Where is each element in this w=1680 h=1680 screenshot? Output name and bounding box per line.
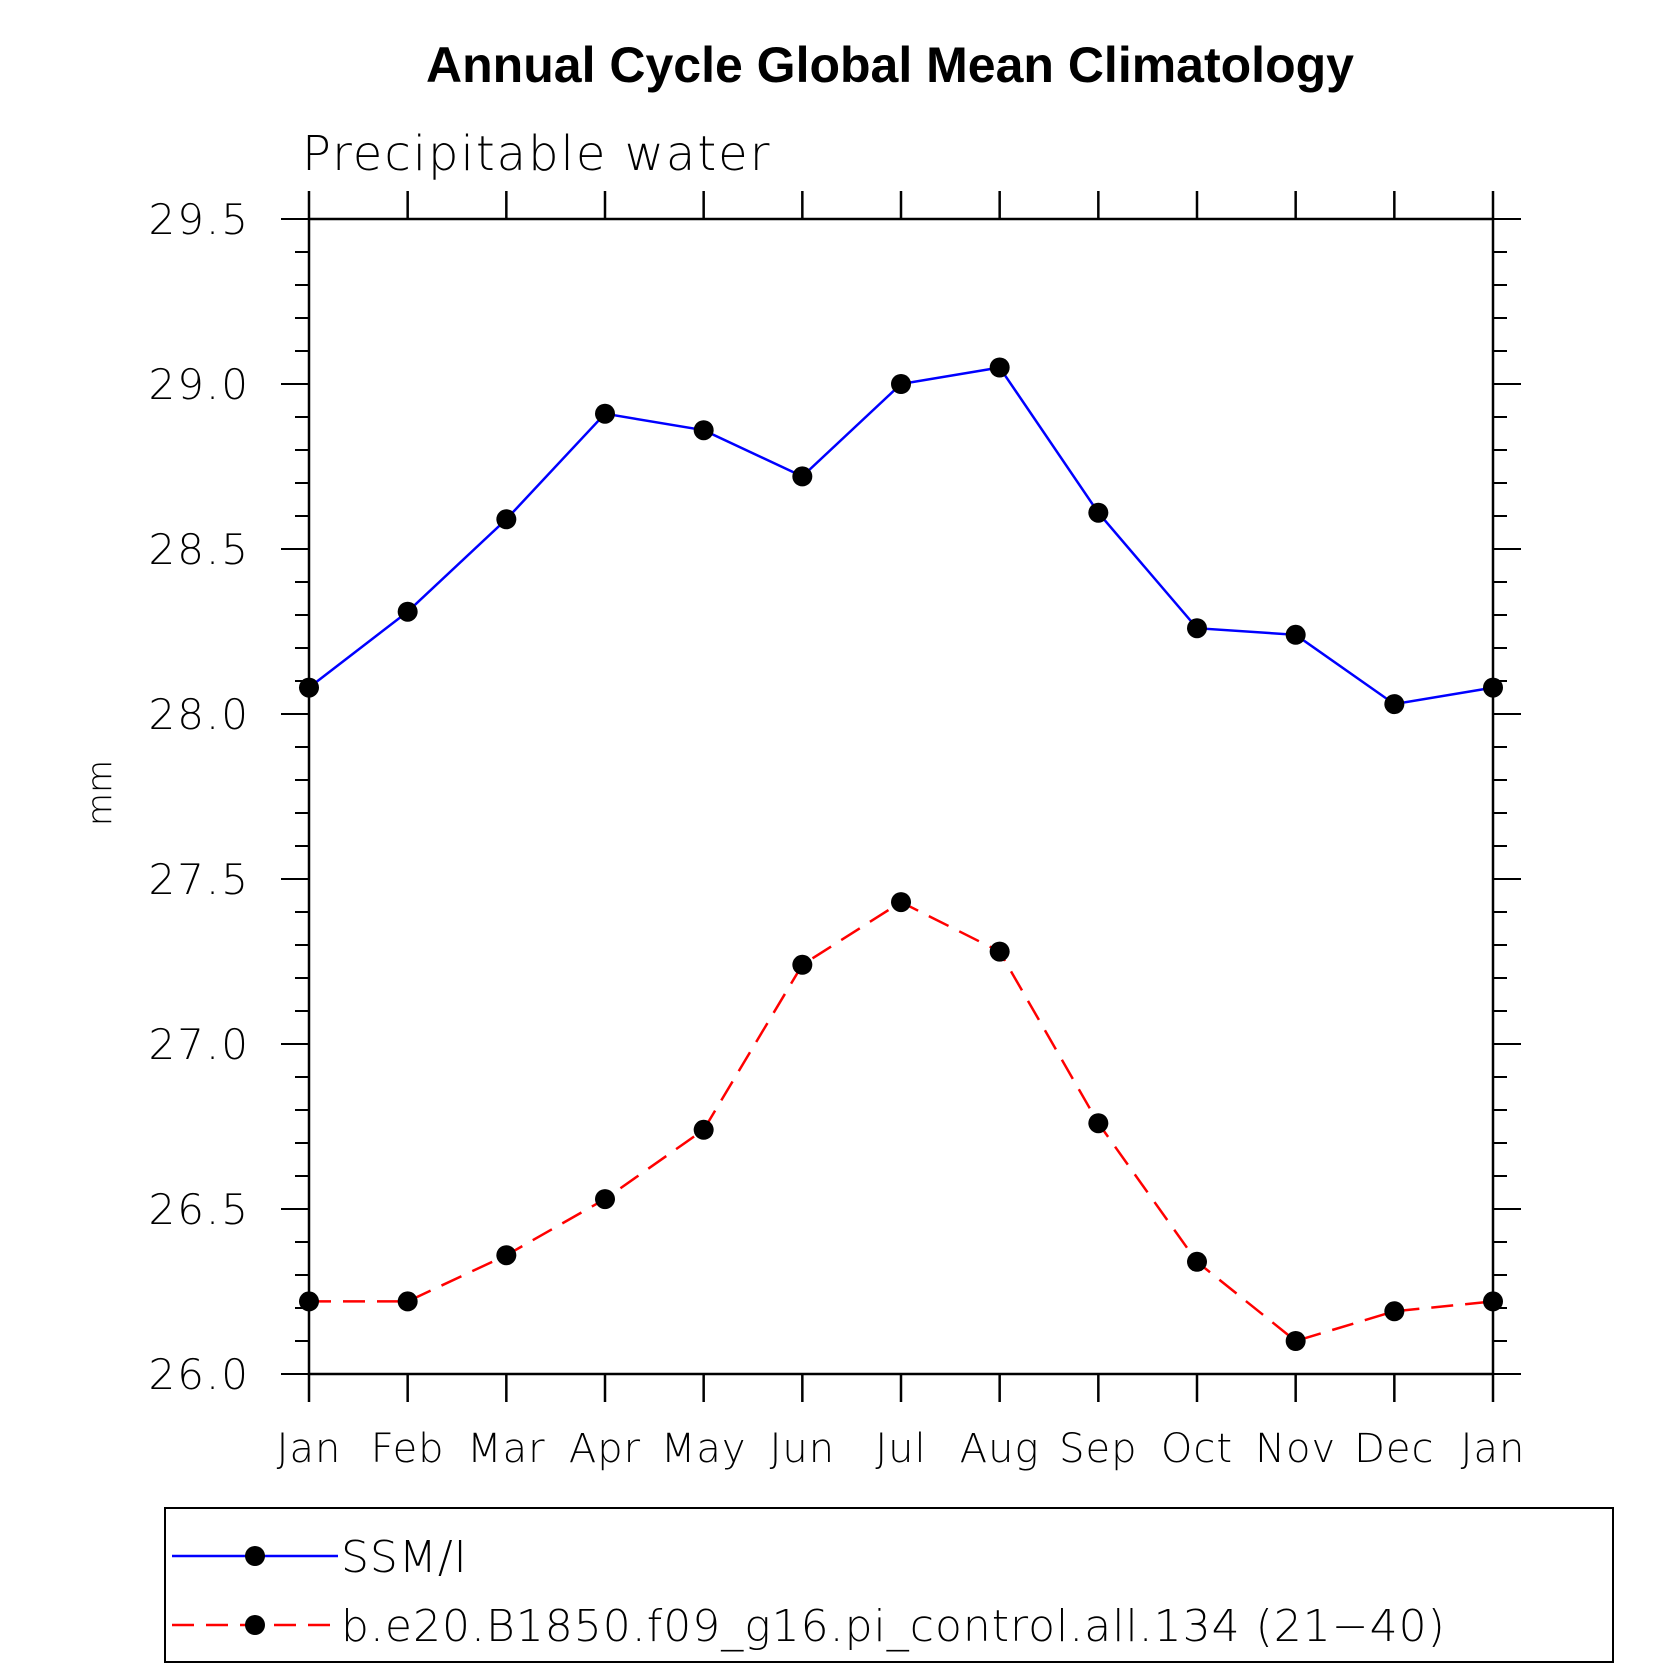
- data-point: [693, 420, 714, 441]
- plot-axes: Jan Feb Mar Apr May Jun Jul Aug Sep Oct Nov Dec Jan 2…: [148, 191, 1526, 1472]
- data-point: [891, 374, 911, 394]
- series-1: [299, 357, 1503, 715]
- data-point: [1285, 624, 1306, 645]
- data-point: [397, 1291, 418, 1312]
- x-tick-label: Jul: [875, 1426, 926, 1472]
- y-tick-label: 29.5: [148, 195, 250, 244]
- y-tick-label: 28.0: [148, 690, 250, 739]
- data-point: [891, 892, 911, 913]
- y-axis-label: mm: [80, 760, 120, 826]
- x-tick-label: Feb: [371, 1426, 445, 1472]
- data-point: [496, 1245, 517, 1266]
- legend-box: [164, 1507, 1614, 1663]
- series-layer: [299, 357, 1503, 1351]
- chart-title: Annual Cycle Global Mean Climatology: [426, 37, 1354, 93]
- data-point: [792, 466, 813, 487]
- data-point: [792, 954, 813, 975]
- x-tick-label: Apr: [569, 1426, 641, 1472]
- x-tick-label: Nov: [1255, 1426, 1336, 1472]
- data-point: [1187, 618, 1207, 639]
- series-line: [309, 900, 1494, 1343]
- x-tick-label: Sep: [1059, 1426, 1137, 1472]
- data-point: [1285, 1331, 1306, 1351]
- legend-label: b.e20.B1850.f09_g16.pi_control.all.134 (…: [341, 1601, 1446, 1652]
- x-tick-label: Jan: [1461, 1426, 1526, 1472]
- data-point: [299, 1291, 319, 1312]
- legend-marker: [245, 1546, 265, 1566]
- y-tick-label: 27.0: [148, 1020, 250, 1069]
- data-point: [693, 1119, 714, 1140]
- x-tick-label: Dec: [1354, 1426, 1434, 1472]
- data-point: [1483, 677, 1503, 698]
- legend-label: SSM/I: [341, 1532, 468, 1583]
- chart-subtitle: Precipitable water: [302, 126, 771, 182]
- data-point: [1187, 1251, 1207, 1272]
- data-point: [595, 1189, 615, 1210]
- x-tick-label: Oct: [1161, 1426, 1233, 1472]
- data-point: [397, 601, 418, 622]
- legend: SSM/I b.e20.B1850.f09_g16.pi_control.all.…: [164, 1507, 1614, 1663]
- data-point: [1088, 1113, 1109, 1134]
- y-tick-label: 26.5: [148, 1185, 250, 1234]
- x-tick-label: May: [661, 1426, 747, 1472]
- series-line: [308, 366, 1494, 706]
- data-point: [1384, 694, 1405, 715]
- data-point: [989, 357, 1010, 378]
- legend-marker: [245, 1615, 265, 1635]
- data-point: [989, 941, 1010, 962]
- data-point: [1483, 1291, 1503, 1312]
- y-tick-label: 27.5: [148, 855, 250, 904]
- data-point: [299, 677, 319, 698]
- y-tick-label: 29.0: [148, 360, 250, 409]
- x-tick-label: Aug: [960, 1426, 1040, 1472]
- x-tick-label: Mar: [467, 1426, 545, 1472]
- series-2: [299, 892, 1503, 1351]
- data-point: [1384, 1301, 1405, 1322]
- data-point: [1088, 502, 1109, 523]
- x-tick-label: Jun: [770, 1426, 836, 1472]
- x-tick-label: Jan: [277, 1426, 342, 1472]
- y-tick-label: 28.5: [148, 525, 250, 574]
- data-point: [496, 509, 517, 530]
- y-tick-label: 26.0: [148, 1350, 250, 1399]
- data-point: [595, 403, 615, 424]
